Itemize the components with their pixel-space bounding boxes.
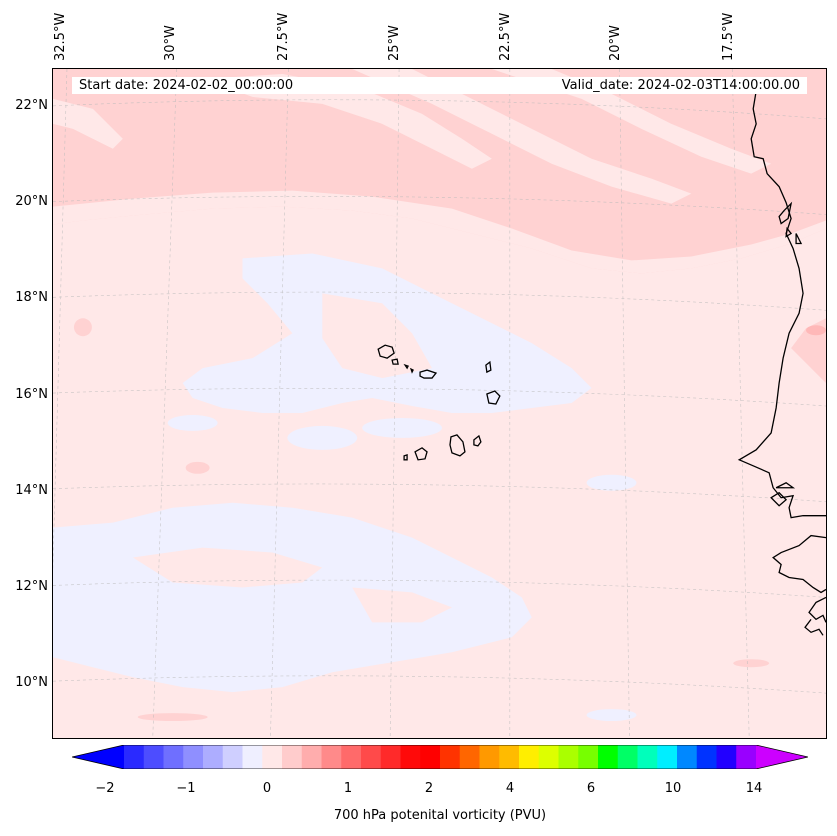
colorbar-tick-label: 1 xyxy=(343,781,353,796)
colorbar-segment xyxy=(519,745,540,769)
pv-patch xyxy=(733,659,770,668)
lat-label: 22°N xyxy=(15,98,48,113)
lat-label: 14°N xyxy=(15,483,48,498)
valid-date-label: Valid_date: 2024-02-03T14:00:00.00 xyxy=(561,78,800,93)
pv-patch xyxy=(74,156,87,171)
cape-verde-islands xyxy=(377,344,501,461)
pv-region-negative xyxy=(322,293,433,379)
colorbar-tick-label: 14 xyxy=(745,781,763,796)
lon-label: 27.5°W xyxy=(276,12,291,61)
colorbar-segment xyxy=(222,745,244,769)
lon-label: 20°W xyxy=(608,25,623,61)
colorbar-segment xyxy=(183,745,204,769)
colorbar-segment xyxy=(242,745,263,769)
gridlines xyxy=(53,69,826,738)
colorbar-tick-label: 6 xyxy=(586,781,596,796)
pv-patch xyxy=(137,713,208,722)
colorbar-title: 700 hPa potenital vorticity (PVU) xyxy=(333,808,547,823)
lon-label: 32.5°W xyxy=(53,12,68,61)
colorbar-tick-label: −2 xyxy=(95,781,115,796)
pv-streak xyxy=(352,69,692,204)
coastline xyxy=(737,90,826,519)
pv-patch xyxy=(287,425,358,450)
colorbar xyxy=(72,745,808,769)
map-panel xyxy=(52,68,827,739)
lat-label: 12°N xyxy=(15,579,48,594)
pv-patch xyxy=(586,474,637,491)
colorbar-segment xyxy=(637,745,658,769)
pv-patch xyxy=(586,709,637,722)
date-info-bar: Start date: 2024-02-02_00:00:00 Valid_da… xyxy=(72,77,807,94)
colorbar-segment xyxy=(459,745,481,769)
pv-patch xyxy=(167,414,218,431)
colorbar-segment xyxy=(262,745,283,769)
colorbar-tick-label: 0 xyxy=(262,781,272,796)
colorbar-segment xyxy=(380,745,402,769)
pv-field-map xyxy=(53,69,826,738)
pv-band-edge xyxy=(53,190,826,274)
lon-label: 30°W xyxy=(163,25,178,61)
colorbar-segment xyxy=(578,745,599,769)
colorbar-segment xyxy=(558,745,579,769)
lon-label: 17.5°W xyxy=(721,12,736,61)
lat-label: 20°N xyxy=(15,194,48,209)
colorbar-segment xyxy=(677,745,698,769)
colorbar-tick-label: 4 xyxy=(505,781,515,796)
colorbar-extend-high xyxy=(756,745,808,769)
colorbar-segment xyxy=(716,745,737,769)
colorbar-segment xyxy=(598,745,619,769)
colorbar-segment xyxy=(301,745,323,769)
colorbar-segment xyxy=(341,745,362,769)
coastline xyxy=(804,596,826,636)
colorbar-segment xyxy=(499,745,520,769)
colorbar-segment xyxy=(538,745,560,769)
pv-streak xyxy=(53,98,123,149)
colorbar-segment xyxy=(657,745,678,769)
colorbar-segment xyxy=(163,745,184,769)
colorbar-segment xyxy=(361,745,382,769)
pv-patch xyxy=(73,318,92,337)
colorbar-tick-label: 10 xyxy=(664,781,682,796)
colorbar-tick-label: −1 xyxy=(176,781,196,796)
lon-label: 22.5°W xyxy=(498,12,513,61)
coastline xyxy=(778,201,803,245)
colorbar-tick-label: 2 xyxy=(424,781,434,796)
lon-label: 25°W xyxy=(387,25,402,61)
coastline xyxy=(772,534,826,594)
colorbar-segment xyxy=(617,745,639,769)
colorbar-segment xyxy=(736,745,757,769)
colorbar-segment xyxy=(696,745,718,769)
start-date-label: Start date: 2024-02-02_00:00:00 xyxy=(79,78,294,93)
pv-patch xyxy=(362,417,442,438)
colorbar-segment xyxy=(282,745,303,769)
pv-patch xyxy=(185,461,210,474)
colorbar-segment xyxy=(400,745,421,769)
colorbar-segment xyxy=(321,745,342,769)
colorbar-segment xyxy=(143,745,165,769)
pv-streak xyxy=(202,73,492,169)
colorbar-segment xyxy=(420,745,441,769)
lat-label: 18°N xyxy=(15,290,48,305)
pv-streak xyxy=(491,69,772,174)
colorbar-segment xyxy=(203,745,224,769)
colorbar-segment xyxy=(440,745,461,769)
colorbar-segment xyxy=(479,745,500,769)
pv-region-negative xyxy=(352,587,452,623)
colorbar-extend-low xyxy=(72,745,124,769)
lat-label: 16°N xyxy=(15,387,48,402)
lat-label: 10°N xyxy=(15,675,48,690)
coastline xyxy=(770,482,796,507)
colorbar-segment xyxy=(124,745,145,769)
pv-patch xyxy=(806,325,826,336)
pv-region-negative xyxy=(53,502,532,693)
